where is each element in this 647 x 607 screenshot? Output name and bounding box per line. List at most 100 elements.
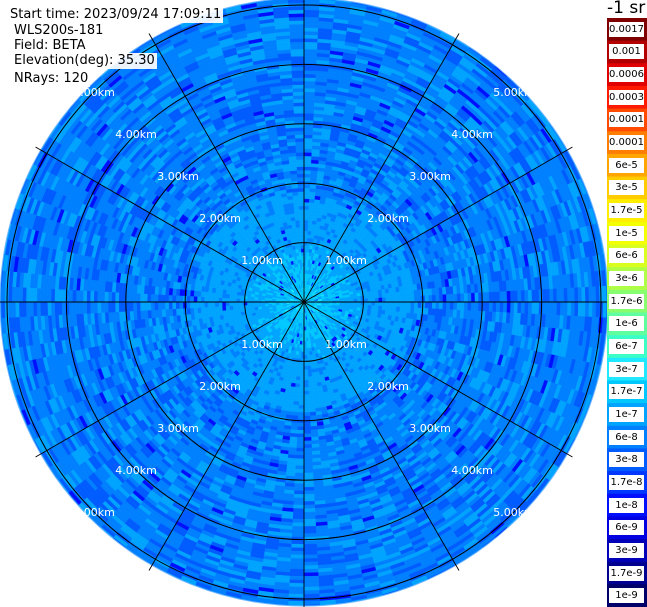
radar-cell xyxy=(392,306,397,312)
radar-cell xyxy=(563,287,568,303)
radar-cell xyxy=(592,286,597,303)
radar-cell xyxy=(303,66,317,71)
radar-cell xyxy=(309,187,317,193)
radar-cell xyxy=(303,209,310,214)
radar-cell xyxy=(303,95,316,100)
radar-cell xyxy=(308,216,314,221)
radar-cell xyxy=(360,301,365,306)
radar-cell xyxy=(442,294,447,303)
radar-cell xyxy=(584,301,590,318)
radar-cell xyxy=(406,307,411,314)
radar-cell xyxy=(588,286,593,303)
radar-cell xyxy=(303,87,316,93)
radar-cell xyxy=(503,291,508,303)
radar-cell xyxy=(303,73,317,78)
radar-cell xyxy=(303,162,312,167)
radar-cell xyxy=(428,301,433,309)
radar-cell xyxy=(307,227,313,232)
radar-cell xyxy=(499,291,504,303)
radar-cell xyxy=(467,293,472,303)
radar-cell xyxy=(431,294,437,303)
radar-cell xyxy=(413,289,419,297)
radar-cell xyxy=(309,191,316,196)
radar-cell xyxy=(517,301,522,314)
radar-cell xyxy=(424,295,429,303)
radar-cell xyxy=(506,290,511,303)
radar-cell xyxy=(467,301,472,311)
radar-cell xyxy=(303,77,316,82)
radar-cell xyxy=(563,301,568,317)
radar-cell xyxy=(403,290,408,297)
radar-cell xyxy=(378,305,383,311)
radar-cell xyxy=(513,301,519,314)
radar-cell xyxy=(510,290,515,303)
radar-cell xyxy=(303,105,315,111)
radar-cell xyxy=(371,301,376,306)
radar-cell xyxy=(567,287,572,303)
radar-cell xyxy=(367,294,372,299)
radar-cell xyxy=(549,288,554,303)
radar-cell xyxy=(488,301,494,313)
radar-cell xyxy=(306,237,311,242)
radar-cell xyxy=(520,290,526,303)
radar-cell xyxy=(495,291,501,303)
radar-cell xyxy=(549,301,554,316)
radar-cell xyxy=(367,291,372,296)
radar-cell xyxy=(303,155,312,160)
radar-cell xyxy=(309,195,316,200)
radar-cell xyxy=(303,173,311,178)
radar-cell xyxy=(439,294,444,303)
radar-cell xyxy=(364,304,369,309)
radar-cell xyxy=(545,288,551,303)
radar-cell xyxy=(303,27,319,32)
radar-cell xyxy=(307,223,313,228)
radar-cell xyxy=(349,296,355,300)
radar-cell xyxy=(371,305,376,310)
radar-cell xyxy=(371,294,376,299)
radar-cell xyxy=(574,301,579,317)
radar-cell xyxy=(308,212,314,218)
radar-cell xyxy=(364,301,369,306)
radar-cell xyxy=(303,187,311,192)
radar-cell xyxy=(385,306,390,312)
radar-cell xyxy=(463,301,469,311)
radar-cell xyxy=(570,301,576,317)
radar-cell xyxy=(542,301,547,315)
radar-cell xyxy=(303,30,319,36)
radar-cell xyxy=(410,301,415,308)
radar-cell xyxy=(506,301,511,314)
radar-cell xyxy=(581,287,586,303)
radar-cell xyxy=(410,296,415,303)
radar-cell xyxy=(410,307,415,314)
radar-cell xyxy=(303,141,313,146)
radar-cell xyxy=(303,84,316,89)
radar-cell xyxy=(303,198,310,203)
radar-cell xyxy=(453,301,458,311)
radar-cell xyxy=(303,91,316,96)
radar-cell xyxy=(303,98,315,103)
radar-cell xyxy=(584,286,590,303)
radar-cell xyxy=(392,296,397,303)
radar-cell xyxy=(474,301,479,312)
radar-cell xyxy=(389,301,394,307)
radar-cell xyxy=(535,289,540,303)
radar-cell xyxy=(510,301,515,314)
radar-cell xyxy=(303,20,319,25)
radar-cell xyxy=(385,292,390,298)
radar-cell xyxy=(592,301,597,318)
radar-cell xyxy=(602,285,608,303)
radar-cell xyxy=(303,55,318,61)
radar-cell xyxy=(446,301,451,310)
radar-cell xyxy=(307,219,313,225)
radar-cell xyxy=(570,287,576,303)
radar-cell xyxy=(413,307,419,315)
radar-cell xyxy=(303,205,310,210)
radar-cell xyxy=(378,293,383,299)
radar-cell xyxy=(303,45,318,50)
radar-cell xyxy=(446,294,451,303)
radar-cell xyxy=(319,0,337,1)
radar-cell xyxy=(389,297,394,303)
radar-cell xyxy=(414,295,419,303)
radar-cell xyxy=(406,290,411,297)
radar-cell xyxy=(303,16,320,22)
